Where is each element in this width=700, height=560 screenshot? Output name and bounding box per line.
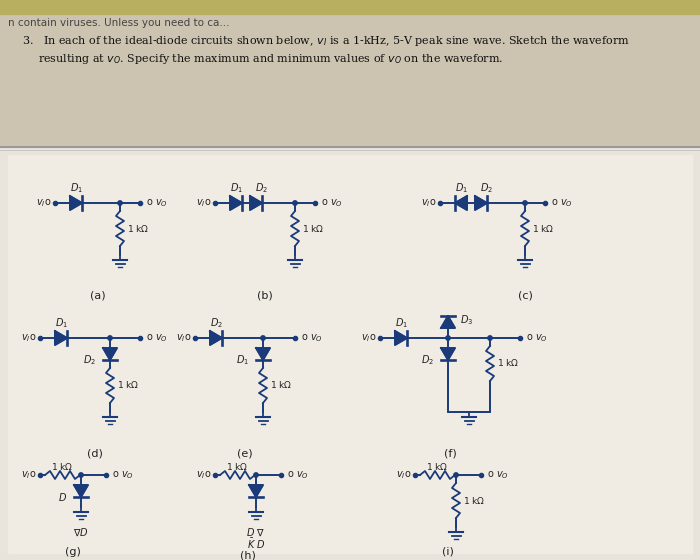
Circle shape: [523, 201, 527, 205]
Text: $D_2$: $D_2$: [83, 353, 96, 367]
Circle shape: [454, 473, 458, 477]
Text: $\bar{K}\ D$: $\bar{K}\ D$: [246, 537, 265, 551]
Polygon shape: [70, 196, 82, 210]
Polygon shape: [230, 196, 242, 210]
Polygon shape: [103, 348, 117, 360]
Circle shape: [488, 336, 492, 340]
Text: $D$: $D$: [58, 491, 67, 503]
Text: (d): (d): [87, 448, 103, 458]
Text: 1 k$\Omega$: 1 k$\Omega$: [302, 222, 324, 234]
Text: 3.   In each of the ideal-diode circuits shown below, $v_I$ is a 1-kHz, 5-V peak: 3. In each of the ideal-diode circuits s…: [22, 34, 630, 48]
Bar: [0, 148, 700, 560]
Text: $D_1$: $D_1$: [236, 353, 249, 367]
Text: $v_I$o: $v_I$o: [196, 469, 212, 481]
Text: 1 k$\Omega$: 1 k$\Omega$: [226, 460, 248, 472]
Bar: [0, 0, 700, 14]
Text: $\nabla D$: $\nabla D$: [74, 527, 89, 538]
Text: (a): (a): [90, 291, 105, 301]
Text: $v_I$o: $v_I$o: [361, 332, 377, 344]
Text: (e): (e): [237, 448, 253, 458]
Text: o $v_O$: o $v_O$: [318, 197, 343, 209]
Text: 1 k$\Omega$: 1 k$\Omega$: [497, 357, 519, 368]
Text: o $v_O$: o $v_O$: [284, 469, 309, 481]
Text: o $v_O$: o $v_O$: [298, 332, 323, 344]
Circle shape: [446, 336, 450, 340]
Bar: [8, 155, 692, 553]
Text: (g): (g): [65, 547, 81, 557]
Text: (f): (f): [444, 448, 456, 458]
Text: 1 k$\Omega$: 1 k$\Omega$: [270, 380, 293, 390]
Text: $D_1$: $D_1$: [395, 316, 409, 330]
Text: (b): (b): [257, 291, 273, 301]
Text: 1 k$\Omega$: 1 k$\Omega$: [532, 222, 554, 234]
Polygon shape: [55, 331, 67, 345]
Text: (h): (h): [240, 550, 256, 560]
Text: n contain viruses. Unless you need to ca...: n contain viruses. Unless you need to ca…: [8, 18, 230, 28]
Polygon shape: [455, 196, 467, 210]
Polygon shape: [441, 316, 455, 328]
Text: $v_I$o: $v_I$o: [421, 197, 437, 209]
Text: $D\ \nabla$: $D\ \nabla$: [246, 527, 265, 538]
Text: $v_I$o: $v_I$o: [196, 197, 212, 209]
Polygon shape: [249, 485, 263, 497]
Text: o $v_O$: o $v_O$: [143, 197, 168, 209]
Text: resulting at $v_O$. Specify the maximum and minimum values of $v_O$ on the wavef: resulting at $v_O$. Specify the maximum …: [38, 52, 503, 66]
Polygon shape: [475, 196, 487, 210]
Circle shape: [261, 336, 265, 340]
Text: $D_2$: $D_2$: [421, 353, 434, 367]
Circle shape: [118, 201, 122, 205]
Text: o $v_O$: o $v_O$: [484, 469, 509, 481]
Text: o $v_O$: o $v_O$: [523, 332, 548, 344]
Text: $D_2$: $D_2$: [211, 316, 223, 330]
Bar: [0, 0, 700, 148]
Text: 1 k$\Omega$: 1 k$\Omega$: [463, 494, 485, 506]
Text: $v_I$o: $v_I$o: [21, 332, 37, 344]
Text: 1 k$\Omega$: 1 k$\Omega$: [426, 460, 448, 472]
Text: (i): (i): [442, 547, 454, 557]
Text: $D_1$: $D_1$: [71, 181, 83, 195]
Circle shape: [293, 201, 297, 205]
Polygon shape: [256, 348, 270, 360]
Text: $D_2$: $D_2$: [480, 181, 494, 195]
Circle shape: [108, 336, 112, 340]
Circle shape: [254, 473, 258, 477]
Polygon shape: [395, 331, 407, 345]
Text: $D_3$: $D_3$: [460, 313, 473, 327]
Text: 1 k$\Omega$: 1 k$\Omega$: [117, 380, 139, 390]
Text: 1 k$\Omega$: 1 k$\Omega$: [51, 460, 73, 472]
Text: o $v_O$: o $v_O$: [143, 332, 168, 344]
Text: $D_1$: $D_1$: [230, 181, 244, 195]
Text: o $v_O$: o $v_O$: [548, 197, 573, 209]
Polygon shape: [210, 331, 222, 345]
Text: (c): (c): [517, 291, 533, 301]
Text: $v_I$o: $v_I$o: [36, 197, 52, 209]
Polygon shape: [250, 196, 262, 210]
Text: o $v_O$: o $v_O$: [109, 469, 134, 481]
Polygon shape: [441, 348, 455, 360]
Text: $v_I$o: $v_I$o: [176, 332, 192, 344]
Polygon shape: [74, 485, 88, 497]
Text: $D_1$: $D_1$: [55, 316, 69, 330]
Text: $D_2$: $D_2$: [256, 181, 269, 195]
Text: $D_1$: $D_1$: [456, 181, 468, 195]
Text: $v_I$o: $v_I$o: [21, 469, 37, 481]
Circle shape: [79, 473, 83, 477]
Text: 1 k$\Omega$: 1 k$\Omega$: [127, 222, 149, 234]
Text: $v_I$o: $v_I$o: [396, 469, 412, 481]
